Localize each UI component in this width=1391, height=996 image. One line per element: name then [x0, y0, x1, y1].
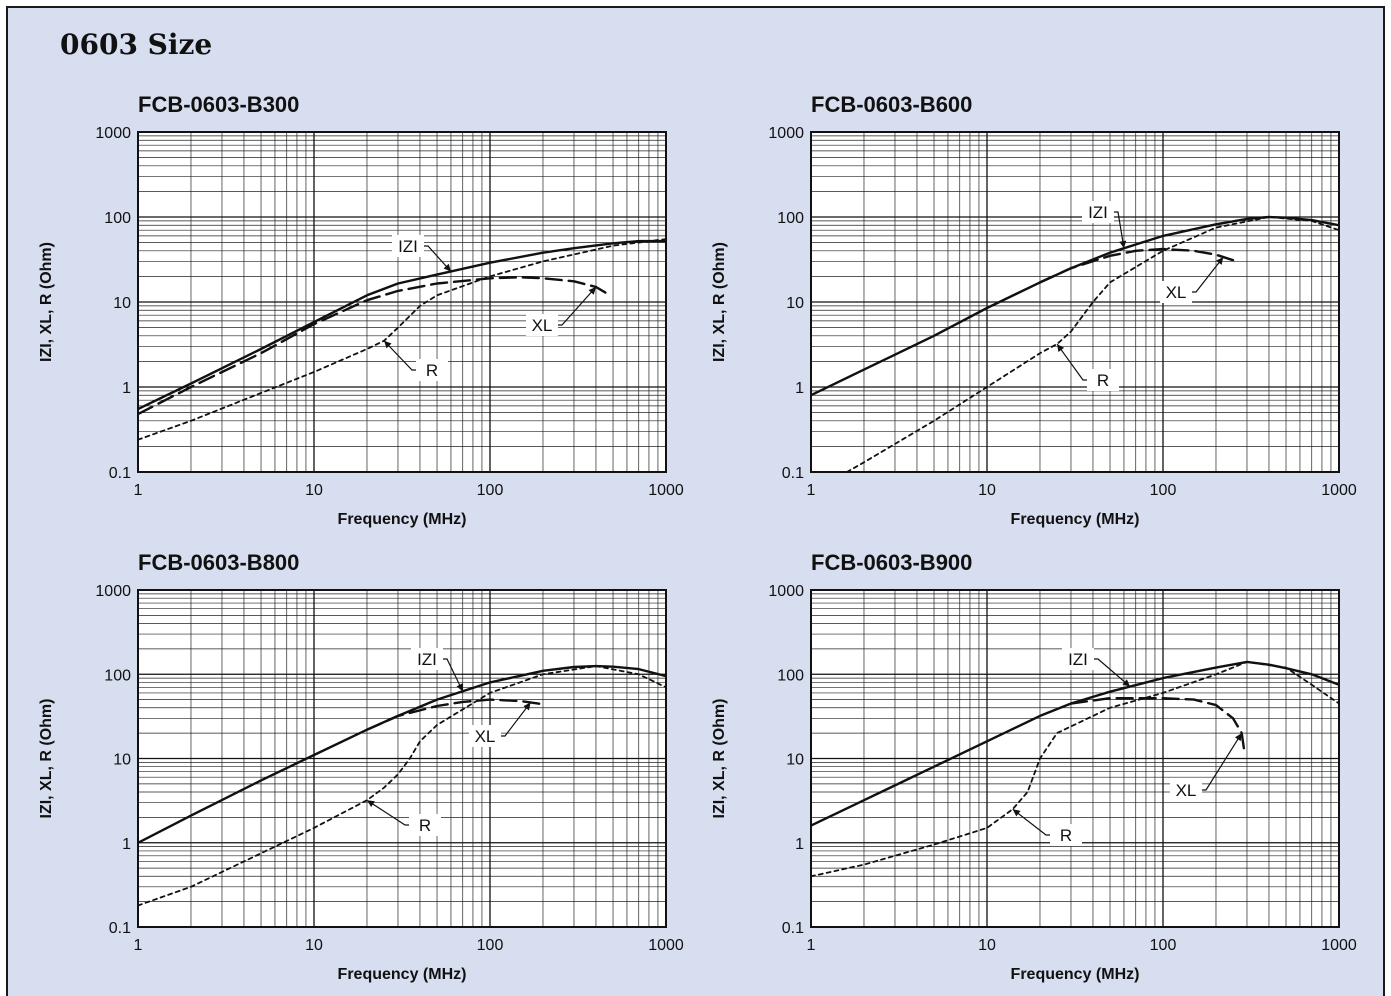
y-tick-label: 1000 [768, 583, 804, 600]
series-izi-label: IZI [1068, 650, 1088, 669]
series-xl-label: XL [475, 727, 496, 746]
y-axis-label: IZI, XL, R (Ohm) [711, 242, 728, 362]
x-tick-label: 100 [477, 482, 504, 499]
chart-title: FCB-0603-B900 [811, 550, 972, 575]
y-tick-label: 1 [795, 836, 804, 853]
y-tick-label: 1000 [768, 125, 804, 142]
series-xl-label: XL [1176, 781, 1197, 800]
series-izi-label: IZI [417, 650, 437, 669]
x-tick-label: 1 [807, 482, 816, 499]
series-xl-label: XL [532, 316, 553, 335]
x-tick-label: 1 [134, 937, 143, 954]
x-tick-label: 1000 [1321, 937, 1357, 954]
chart-title: FCB-0603-B600 [811, 92, 972, 117]
y-tick-label: 10 [786, 752, 804, 769]
y-tick-label: 10 [786, 295, 804, 312]
y-axis-label: IZI, XL, R (Ohm) [38, 699, 55, 819]
y-tick-label: 100 [777, 210, 804, 227]
series-izi-label: IZI [1088, 203, 1108, 222]
y-tick-label: 10 [113, 295, 131, 312]
y-tick-label: 100 [777, 667, 804, 684]
y-axis-label: IZI, XL, R (Ohm) [711, 699, 728, 819]
x-tick-label: 1000 [648, 937, 684, 954]
y-tick-label: 0.1 [109, 465, 131, 482]
x-axis-label: Frequency (MHz) [338, 511, 467, 528]
y-tick-label: 1 [122, 380, 131, 397]
x-tick-label: 10 [305, 937, 323, 954]
y-axis-label: IZI, XL, R (Ohm) [38, 242, 55, 362]
x-tick-label: 1000 [648, 482, 684, 499]
x-tick-label: 10 [978, 937, 996, 954]
y-tick-label: 100 [104, 667, 131, 684]
x-tick-label: 1000 [1321, 482, 1357, 499]
y-tick-label: 0.1 [109, 920, 131, 937]
y-tick-label: 0.1 [782, 920, 804, 937]
x-tick-label: 100 [1150, 937, 1177, 954]
x-tick-label: 10 [978, 482, 996, 499]
x-tick-label: 100 [477, 937, 504, 954]
x-axis-label: Frequency (MHz) [338, 966, 467, 983]
y-tick-label: 10 [113, 752, 131, 769]
y-tick-label: 1 [122, 836, 131, 853]
y-tick-label: 1 [795, 380, 804, 397]
chart-title: FCB-0603-B800 [138, 550, 299, 575]
series-xl-label: XL [1166, 283, 1187, 302]
y-tick-label: 1000 [95, 583, 131, 600]
x-tick-label: 1 [807, 937, 816, 954]
x-tick-label: 1 [134, 482, 143, 499]
series-r-label: R [419, 816, 431, 835]
x-tick-label: 10 [305, 482, 323, 499]
x-tick-label: 100 [1150, 482, 1177, 499]
chart-title: FCB-0603-B300 [138, 92, 299, 117]
x-axis-label: Frequency (MHz) [1011, 966, 1140, 983]
series-r-label: R [426, 361, 438, 380]
y-tick-label: 0.1 [782, 465, 804, 482]
y-tick-label: 100 [104, 210, 131, 227]
series-izi-label: IZI [398, 237, 418, 256]
y-tick-label: 1000 [95, 125, 131, 142]
series-r-label: R [1060, 826, 1072, 845]
x-axis-label: Frequency (MHz) [1011, 511, 1140, 528]
series-r-label: R [1097, 371, 1109, 390]
